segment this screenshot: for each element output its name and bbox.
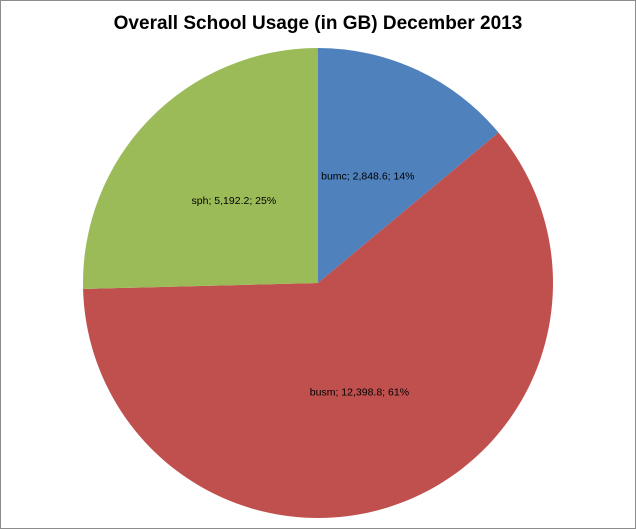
pie-slice-busm <box>83 132 554 519</box>
pie-slice-sph <box>83 48 318 289</box>
pie-slices <box>83 48 554 519</box>
data-label-bumc: bumc; 2,848.6; 14% <box>321 170 414 182</box>
data-label-busm: busm; 12,398.8; 61% <box>310 387 409 399</box>
pie-slice-bumc <box>318 48 499 283</box>
pie-data-labels: bumc; 2,848.6; 14% busm; 12,398.8; 61% sph… <box>192 170 415 398</box>
chart-title: Overall School Usage (in GB) December 20… <box>113 13 523 34</box>
data-label-sph: sph; 5,192.2; 25% <box>192 195 277 207</box>
